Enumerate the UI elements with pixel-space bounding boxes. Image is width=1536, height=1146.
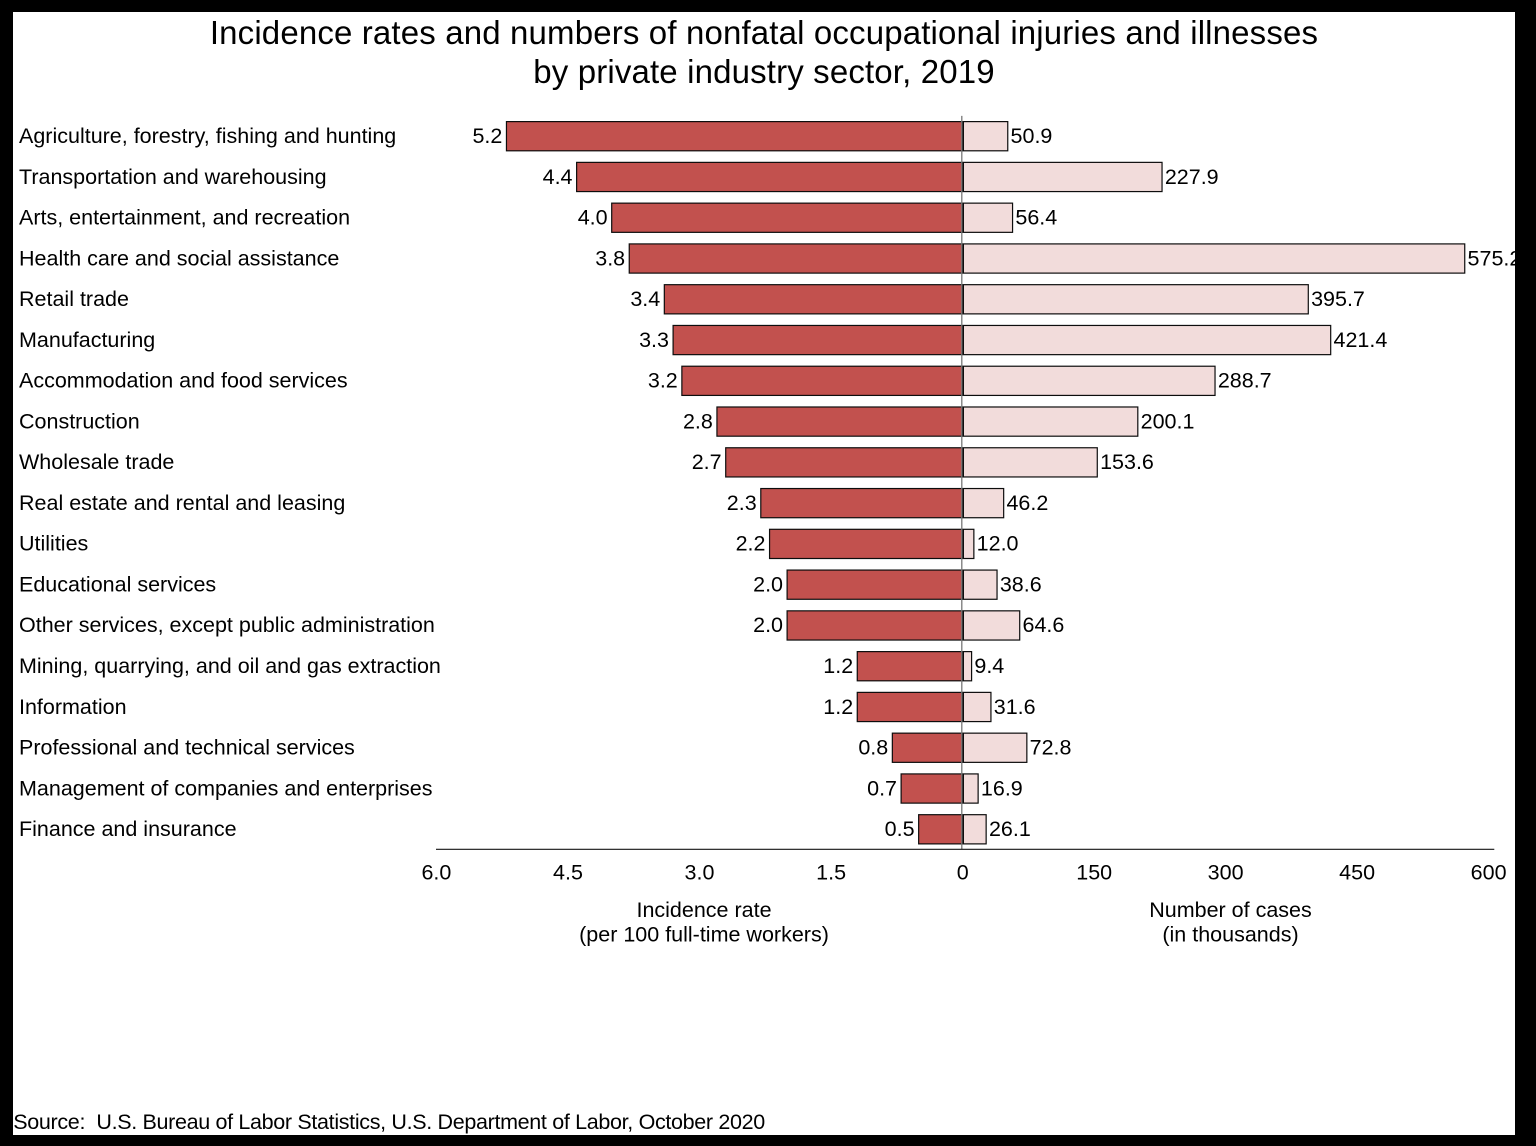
svg-text:395.7: 395.7 <box>1311 287 1365 311</box>
svg-text:46.2: 46.2 <box>1006 491 1048 515</box>
svg-text:288.7: 288.7 <box>1218 369 1272 393</box>
svg-text:31.6: 31.6 <box>994 695 1036 719</box>
svg-text:(in thousands): (in thousands) <box>1162 923 1298 947</box>
svg-text:Health care and social assista: Health care and social assistance <box>19 246 339 270</box>
svg-text:3.2: 3.2 <box>648 369 678 393</box>
svg-text:Manufacturing: Manufacturing <box>19 328 155 352</box>
svg-text:4.5: 4.5 <box>553 860 583 884</box>
svg-text:Professional and technical ser: Professional and technical services <box>19 736 355 760</box>
svg-text:by private industry sector, 20: by private industry sector, 2019 <box>533 53 995 90</box>
svg-text:153.6: 153.6 <box>1100 450 1154 474</box>
svg-text:Arts, entertainment, and recre: Arts, entertainment, and recreation <box>19 206 350 230</box>
svg-text:2.0: 2.0 <box>753 573 783 597</box>
svg-text:64.6: 64.6 <box>1023 613 1065 637</box>
svg-text:0.8: 0.8 <box>858 736 888 760</box>
svg-text:2.7: 2.7 <box>692 450 722 474</box>
svg-text:Transportation and warehousing: Transportation and warehousing <box>19 165 327 189</box>
svg-text:16.9: 16.9 <box>981 776 1023 800</box>
svg-text:227.9: 227.9 <box>1165 165 1219 189</box>
svg-text:Construction: Construction <box>19 409 140 433</box>
svg-text:1.5: 1.5 <box>816 860 846 884</box>
svg-text:38.6: 38.6 <box>1000 573 1042 597</box>
svg-text:150: 150 <box>1076 860 1112 884</box>
svg-text:56.4: 56.4 <box>1015 206 1057 230</box>
svg-text:Incidence rate: Incidence rate <box>636 898 771 922</box>
svg-text:2.3: 2.3 <box>727 491 757 515</box>
svg-text:421.4: 421.4 <box>1333 328 1387 352</box>
svg-text:3.0: 3.0 <box>685 860 715 884</box>
svg-text:2.8: 2.8 <box>683 409 713 433</box>
svg-text:1.2: 1.2 <box>823 654 853 678</box>
svg-text:Utilities: Utilities <box>19 532 88 556</box>
svg-text:0.7: 0.7 <box>867 776 897 800</box>
svg-text:Mining, quarrying, and oil and: Mining, quarrying, and oil and gas extra… <box>19 654 441 678</box>
svg-text:12.0: 12.0 <box>977 532 1019 556</box>
svg-text:Number of cases: Number of cases <box>1149 898 1312 922</box>
svg-text:1.2: 1.2 <box>823 695 853 719</box>
svg-text:4.0: 4.0 <box>578 206 608 230</box>
svg-text:0.5: 0.5 <box>885 817 915 841</box>
svg-text:450: 450 <box>1339 860 1375 884</box>
svg-text:3.4: 3.4 <box>630 287 660 311</box>
svg-text:Other services, except public: Other services, except public administra… <box>19 613 435 637</box>
svg-text:2.0: 2.0 <box>753 613 783 637</box>
svg-text:Educational services: Educational services <box>19 573 216 597</box>
svg-text:3.8: 3.8 <box>595 246 625 270</box>
svg-text:6.0: 6.0 <box>421 860 451 884</box>
svg-text:(per 100 full-time workers): (per 100 full-time workers) <box>579 923 829 947</box>
svg-text:50.9: 50.9 <box>1011 124 1053 148</box>
svg-text:Source: U.S. Bureau of Labor: Source: U.S. Bureau of Labor Statistics,… <box>13 1110 765 1134</box>
svg-text:Management of companies and en: Management of companies and enterprises <box>19 776 433 800</box>
svg-text:72.8: 72.8 <box>1030 736 1072 760</box>
svg-text:Real estate and rental and lea: Real estate and rental and leasing <box>19 491 345 515</box>
svg-text:Finance and insurance: Finance and insurance <box>19 817 237 841</box>
svg-text:Information: Information <box>19 695 127 719</box>
svg-text:Accommodation and food service: Accommodation and food services <box>19 369 348 393</box>
svg-text:26.1: 26.1 <box>989 817 1031 841</box>
svg-text:4.4: 4.4 <box>543 165 573 189</box>
svg-text:Wholesale trade: Wholesale trade <box>19 450 174 474</box>
svg-text:Retail trade: Retail trade <box>19 287 129 311</box>
svg-text:3.3: 3.3 <box>639 328 669 352</box>
svg-text:600: 600 <box>1471 860 1507 884</box>
svg-text:575.2: 575.2 <box>1468 246 1522 270</box>
svg-text:9.4: 9.4 <box>974 654 1004 678</box>
svg-text:300: 300 <box>1208 860 1244 884</box>
svg-text:2.2: 2.2 <box>736 532 766 556</box>
svg-text:5.2: 5.2 <box>472 124 502 148</box>
svg-text:Agriculture, forestry, fishing: Agriculture, forestry, fishing and hunti… <box>19 124 396 148</box>
svg-text:0: 0 <box>957 860 969 884</box>
svg-text:200.1: 200.1 <box>1141 409 1195 433</box>
svg-text:Incidence rates and numbers of: Incidence rates and numbers of nonfatal … <box>210 14 1318 51</box>
